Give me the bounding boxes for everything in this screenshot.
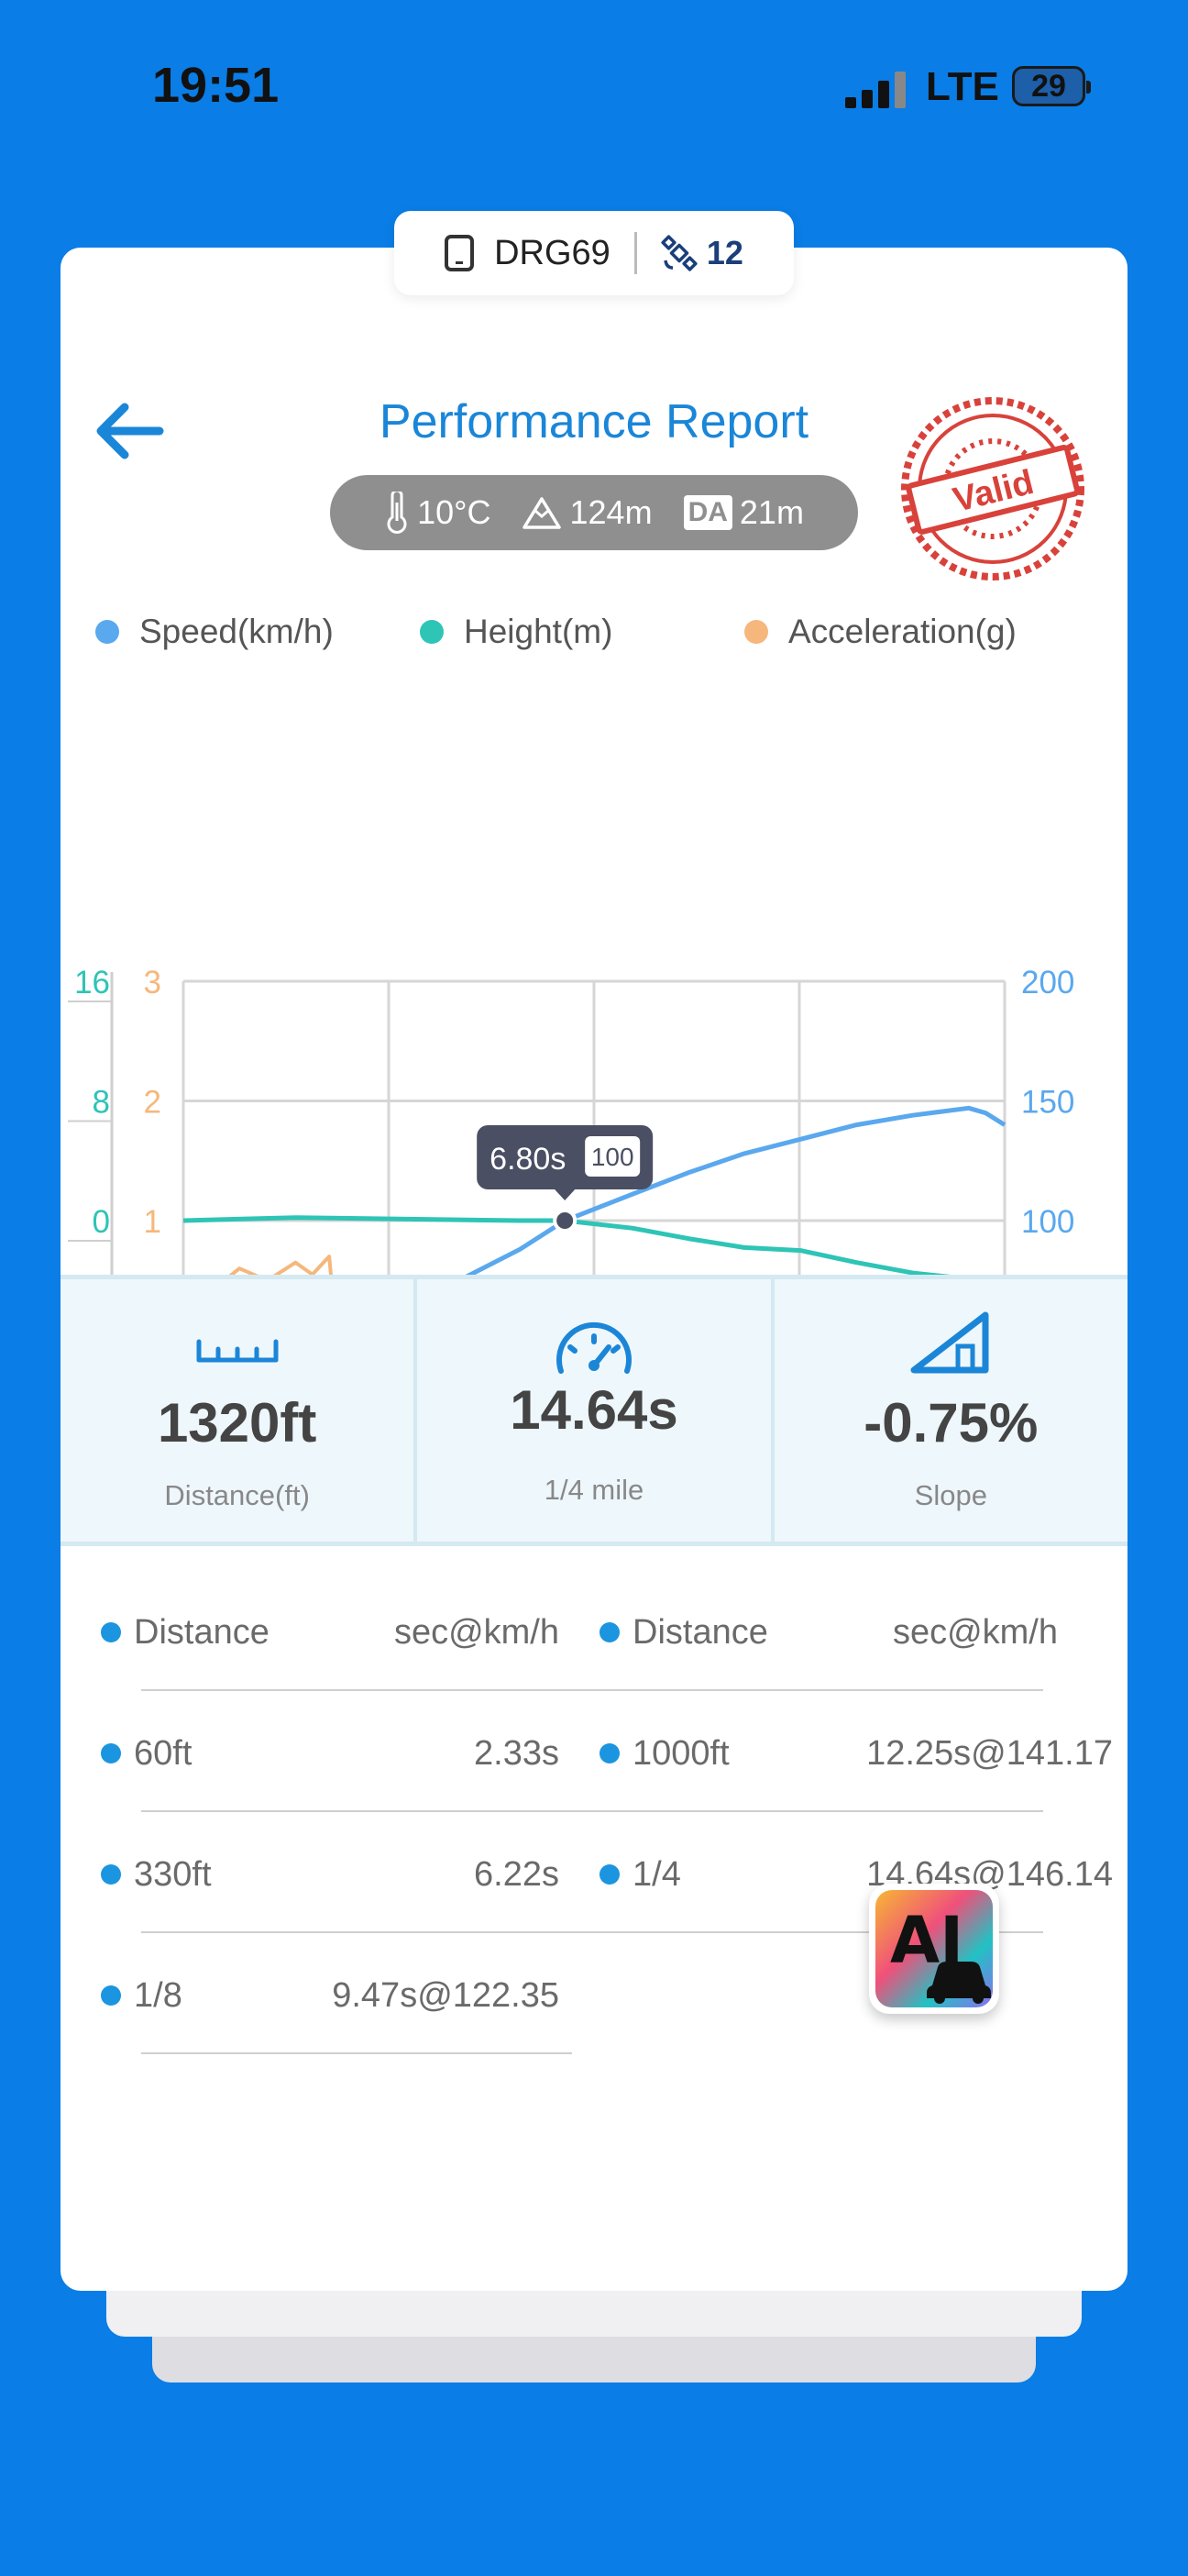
bullet-dot: [600, 1743, 620, 1763]
split-row: 330ft 6.22s: [101, 1847, 559, 1902]
stats-panel: 1320ft Distance(ft) 14.64s 1/4 mile -0.: [60, 1275, 1128, 1546]
back-arrow-icon[interactable]: [88, 394, 170, 468]
acceleration-tick-label: 2: [144, 1085, 161, 1121]
report-card: Performance Report 10°C 124m DA 21m: [60, 248, 1128, 2291]
legend-height-label: Height(m): [464, 613, 613, 650]
split-header-name: Distance: [134, 1612, 270, 1652]
split-distance: 1000ft: [632, 1733, 730, 1773]
ai-icon: AI: [875, 1890, 993, 2007]
device-icon: [445, 235, 475, 271]
ai-assistant-button[interactable]: AI: [869, 1884, 999, 2014]
device-name: DRG69: [494, 233, 610, 272]
split-row: 60ft 2.33s: [101, 1726, 559, 1781]
speed-tick-label: 150: [1021, 1085, 1074, 1121]
altitude: 124m: [569, 493, 653, 531]
mountain-icon: [522, 497, 561, 529]
stat-distance-value: 1320ft: [157, 1392, 317, 1454]
bullet-dot: [101, 1864, 121, 1885]
split-row: 1/4 14.64s@146.14: [600, 1847, 1113, 1902]
legend-acceleration-label: Acceleration(g): [788, 613, 1017, 650]
tooltip-badge: [585, 1136, 641, 1177]
acceleration-tick-label: 1: [144, 1204, 161, 1240]
split-distance: 330ft: [134, 1854, 212, 1894]
split-time: 6.22s: [474, 1854, 559, 1894]
stat-distance-label: Distance(ft): [164, 1479, 310, 1511]
acceleration-tick-label: 3: [144, 965, 161, 1001]
split-header-value: sec@km/h: [892, 1612, 1058, 1652]
split-header-name: Distance: [632, 1612, 768, 1652]
stat-time: 14.64s 1/4 mile: [413, 1279, 770, 1542]
tooltip-pointer: [554, 1188, 577, 1200]
tooltip-value: 100: [591, 1143, 634, 1171]
split-distance: 1/4: [632, 1854, 681, 1894]
da-badge: DA: [683, 495, 732, 530]
thermometer-icon: [387, 492, 407, 534]
divider: [141, 2052, 572, 2054]
split-header-left: Distance sec@km/h: [101, 1605, 559, 1660]
status-time: 19:51: [152, 58, 280, 113]
split-time: 9.47s@122.35: [332, 1975, 559, 2015]
stat-slope-label: Slope: [914, 1479, 987, 1511]
bullet-dot: [101, 1622, 121, 1642]
stat-time-label: 1/4 mile: [544, 1474, 644, 1506]
stat-time-value: 14.64s: [510, 1379, 678, 1441]
split-header-value: sec@km/h: [393, 1612, 559, 1652]
legend-height[interactable]: Height(m): [420, 613, 612, 651]
split-time: 2.33s: [474, 1733, 559, 1773]
split-distance: 1/8: [134, 1975, 182, 2015]
bullet-dot: [101, 1743, 121, 1763]
density-altitude: 21m: [739, 493, 804, 531]
tooltip-time: 6.80s: [490, 1142, 566, 1177]
satellite-icon: [661, 235, 698, 271]
height-tick-label: 16: [74, 965, 110, 1001]
speedometer-icon: [556, 1321, 632, 1374]
bullet-dot: [600, 1864, 620, 1885]
battery-icon: 29: [1012, 66, 1091, 106]
device-pill[interactable]: DRG69 12: [394, 211, 794, 295]
divider: [141, 1931, 1043, 1933]
legend-speed-label: Speed(km/h): [139, 613, 334, 650]
height-tick-label: 8: [93, 1085, 110, 1121]
valid-stamp: Valid: [901, 397, 1084, 580]
split-row: 1/8 9.47s@122.35: [101, 1968, 559, 2023]
divider: [141, 1810, 1043, 1812]
stat-distance: 1320ft Distance(ft): [60, 1279, 413, 1542]
cursor-point: [553, 1209, 578, 1233]
car-icon: [927, 1962, 991, 2004]
network-type: LTE: [926, 64, 999, 109]
stat-slope-value: -0.75%: [864, 1392, 1039, 1454]
divider: [633, 232, 637, 274]
chart-legend: Speed(km/h) Height(m) Acceleration(g): [60, 613, 1128, 668]
bullet-dot: [101, 1985, 121, 2006]
legend-speed-dot: [95, 620, 119, 644]
slope-icon: [910, 1311, 989, 1374]
legend-acceleration-dot: [744, 620, 768, 644]
divider: [141, 1689, 1043, 1691]
temperature: 10°C: [417, 493, 491, 531]
signal-icon: [845, 72, 906, 108]
height-line: [182, 1215, 1006, 1286]
split-time: 12.25s@141.17: [866, 1733, 1113, 1773]
conditions-pill: 10°C 124m DA 21m: [330, 475, 858, 550]
legend-acceleration[interactable]: Acceleration(g): [744, 613, 1017, 651]
bullet-dot: [600, 1622, 620, 1642]
split-row: 1000ft 12.25s@141.17: [600, 1726, 1113, 1781]
speed-tick-label: 100: [1021, 1204, 1074, 1240]
satellite-count: 12: [706, 234, 743, 271]
height-tick-label: 0: [93, 1204, 110, 1240]
ruler-icon: [196, 1339, 279, 1363]
stat-slope: -0.75% Slope: [770, 1279, 1128, 1542]
speed-tick-label: 200: [1021, 965, 1074, 1001]
legend-height-dot: [420, 620, 444, 644]
page-title: Performance Report: [379, 395, 809, 448]
split-header-right: Distance sec@km/h: [600, 1605, 1058, 1660]
split-distance: 60ft: [134, 1733, 192, 1773]
legend-speed[interactable]: Speed(km/h): [95, 613, 334, 651]
